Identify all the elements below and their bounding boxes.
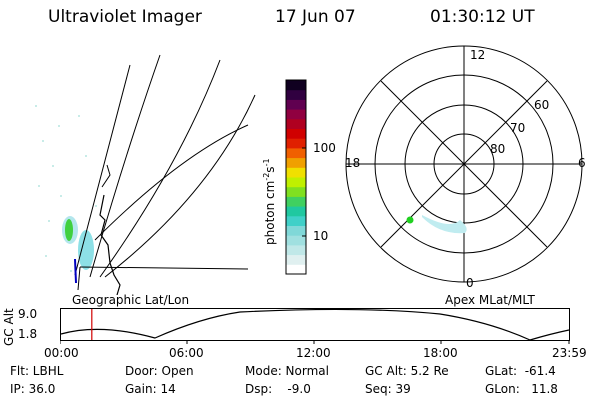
altitude-frame [60, 308, 570, 341]
apex-caption: Apex MLat/MLT [445, 293, 535, 307]
mlat-label-80: 80 [490, 142, 506, 156]
colorbar-swatch [286, 264, 306, 275]
geographic-caption: Geographic Lat/Lon [72, 293, 190, 307]
colorbar-tick-label-100: 100 [313, 141, 336, 155]
status-door: Door: Open [125, 364, 194, 378]
mlat-label-60: 60 [534, 98, 550, 112]
xtick-1200: 12:00 [296, 346, 331, 360]
status-seq: Seq: 39 [365, 382, 411, 396]
colorbar-swatch [286, 254, 306, 265]
altitude-ylabel: GC Alt [2, 308, 16, 346]
status-dsp: Dsp: -9.0 [245, 382, 311, 396]
colorbar-swatches [286, 80, 306, 275]
polar-grid [345, 45, 583, 283]
mlt-label-6: 6 [578, 156, 586, 170]
noise-dots [35, 105, 97, 272]
mlt-label-12: 12 [470, 48, 486, 62]
status-mode: Mode: Normal [245, 364, 329, 378]
mlt-label-18: 18 [345, 156, 361, 170]
colorbar-swatch [286, 147, 306, 159]
colorbar-frame [285, 79, 307, 275]
geographic-map [35, 54, 256, 295]
colorbar-swatch [286, 99, 306, 110]
colorbar-swatch [286, 186, 306, 197]
status-ip: IP: 36.0 [10, 382, 56, 396]
colorbar-swatch [286, 118, 306, 129]
colorbar-swatch [286, 157, 306, 168]
aurora-glow-2 [78, 230, 94, 270]
colorbar-swatch [286, 167, 306, 178]
altitude-ytick-9: 9.0 [18, 307, 38, 321]
app-title: Ultraviolet Imager [48, 7, 202, 27]
colorbar-swatch [286, 89, 306, 100]
status-glat: GLat: -61.4 [485, 364, 556, 378]
colorbar-swatch [286, 109, 306, 120]
aurora-point-green [406, 216, 414, 224]
aurora-bright-spot [65, 219, 73, 241]
altitude-ytick-1.8: 1.8 [18, 327, 38, 341]
xtick-1800: 18:00 [423, 346, 458, 360]
date-label: 17 Jun 07 [275, 7, 356, 27]
colorbar-swatch [286, 196, 306, 207]
lat-lon-grid [74, 54, 256, 291]
coastline-2 [101, 164, 111, 188]
altitude-xticks [60, 340, 570, 344]
status-gain: Gain: 14 [125, 382, 176, 396]
limb-marker [74, 258, 77, 284]
xtick-0600: 06:00 [169, 346, 204, 360]
altitude-plot [60, 308, 570, 344]
colorbar-swatch [286, 215, 306, 226]
mlt-label-0: 0 [466, 276, 474, 290]
colorbar-swatch [286, 138, 306, 149]
colorbar-unit-label: photon cm-2s-1 [262, 158, 277, 245]
status-flt: Flt: LBHL [10, 364, 64, 378]
xtick-0000: 00:00 [44, 346, 79, 360]
status-glon: GLon: 11.8 [485, 382, 558, 396]
aurora-oval [422, 215, 467, 234]
colorbar-swatch [286, 206, 306, 217]
mlat-label-70: 70 [510, 121, 526, 135]
polar-plot [345, 45, 583, 283]
colorbar-swatch [286, 225, 306, 236]
colorbar-swatch [286, 128, 306, 139]
xtick-2359: 23:59 [552, 346, 587, 360]
colorbar [285, 79, 307, 275]
colorbar-tick-label-10: 10 [313, 229, 329, 243]
colorbar-swatch [286, 177, 306, 188]
coastline [99, 194, 121, 295]
colorbar-swatch [286, 235, 306, 246]
status-gc-alt: GC Alt: 5.2 Re [365, 364, 449, 378]
altitude-curve [60, 308, 570, 341]
colorbar-swatch [286, 244, 306, 256]
colorbar-swatch [286, 80, 306, 91]
time-label: 01:30:12 UT [430, 7, 535, 27]
